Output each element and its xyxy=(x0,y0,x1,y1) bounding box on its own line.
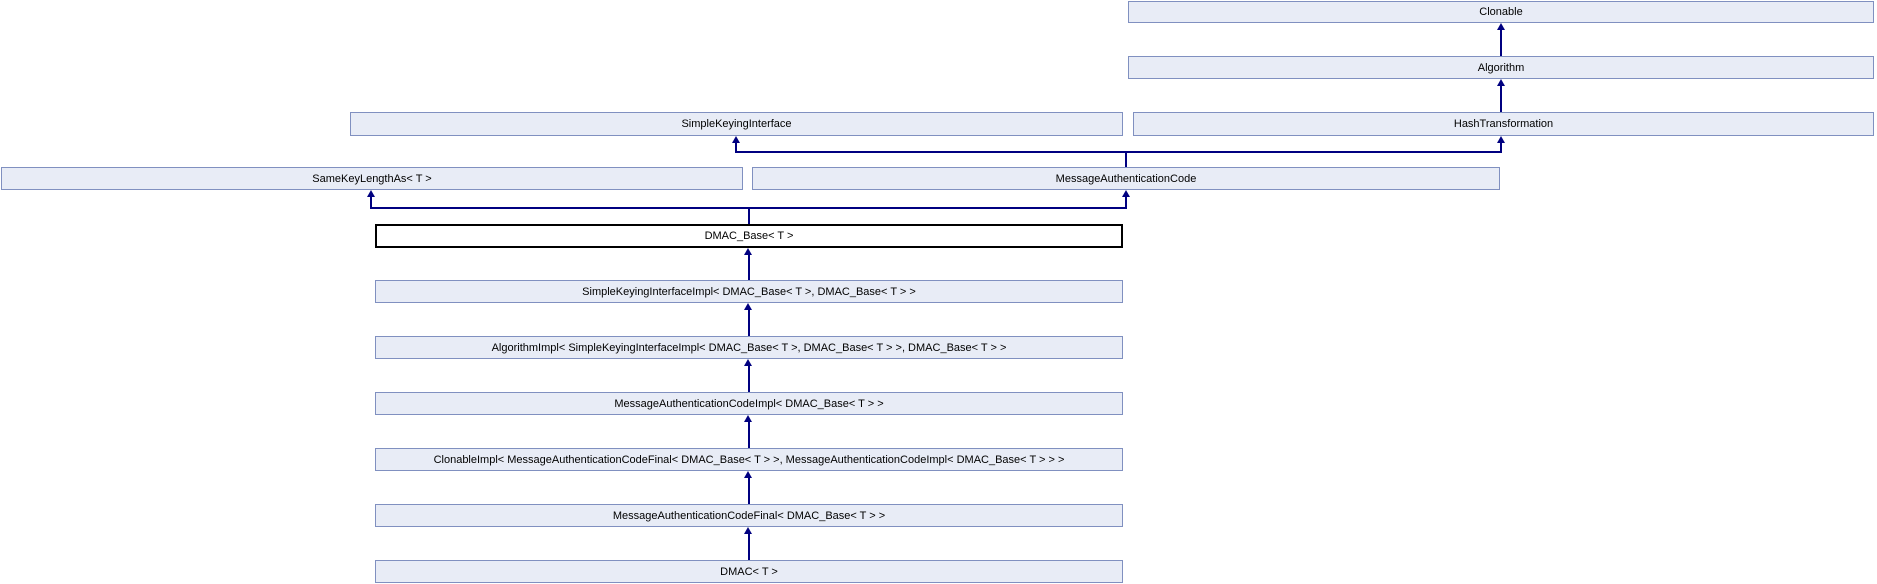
inheritance-arrowhead xyxy=(744,471,752,478)
edge-line xyxy=(748,421,750,448)
class-node-hash-transformation[interactable]: HashTransformation xyxy=(1133,112,1874,136)
edge-line xyxy=(1500,142,1502,153)
inheritance-arrowhead xyxy=(367,190,375,197)
class-node-simple-keying-interface[interactable]: SimpleKeyingInterface xyxy=(350,112,1123,136)
edge-line xyxy=(1500,29,1502,56)
inheritance-arrowhead xyxy=(744,415,752,422)
inheritance-arrowhead xyxy=(1497,79,1505,86)
edge-line xyxy=(1125,151,1127,167)
inheritance-arrowhead xyxy=(744,527,752,534)
class-node-algorithm[interactable]: Algorithm xyxy=(1128,56,1874,79)
class-node-simple-keying-interface-impl[interactable]: SimpleKeyingInterfaceImpl< DMAC_Base< T … xyxy=(375,280,1123,303)
class-node-message-authentication-code-impl[interactable]: MessageAuthenticationCodeImpl< DMAC_Base… xyxy=(375,392,1123,415)
edge-line xyxy=(748,309,750,336)
inheritance-arrowhead xyxy=(744,359,752,366)
edge-line xyxy=(748,533,750,560)
edge-line xyxy=(748,477,750,504)
inheritance-arrowhead xyxy=(1122,190,1130,197)
class-node-same-key-length-as[interactable]: SameKeyLengthAs< T > xyxy=(1,167,743,190)
class-node-dmac-base-current: DMAC_Base< T > xyxy=(375,224,1123,248)
class-node-clonable-impl[interactable]: ClonableImpl< MessageAuthenticationCodeF… xyxy=(375,448,1123,471)
edge-line xyxy=(748,207,750,224)
class-node-message-authentication-code[interactable]: MessageAuthenticationCode xyxy=(752,167,1500,190)
class-node-message-authentication-code-final[interactable]: MessageAuthenticationCodeFinal< DMAC_Bas… xyxy=(375,504,1123,527)
inheritance-arrowhead xyxy=(732,136,740,143)
class-node-clonable[interactable]: Clonable xyxy=(1128,1,1874,23)
edge-line xyxy=(735,142,737,153)
edge-line xyxy=(735,151,1502,153)
inheritance-arrowhead xyxy=(1497,136,1505,143)
class-node-algorithm-impl[interactable]: AlgorithmImpl< SimpleKeyingInterfaceImpl… xyxy=(375,336,1123,359)
inheritance-arrowhead xyxy=(744,303,752,310)
edge-line xyxy=(1125,196,1127,209)
inheritance-arrowhead xyxy=(744,248,752,255)
edge-line xyxy=(748,254,750,280)
edge-line xyxy=(748,365,750,392)
inheritance-arrowhead xyxy=(1497,23,1505,30)
class-node-dmac[interactable]: DMAC< T > xyxy=(375,560,1123,583)
edge-line xyxy=(1500,85,1502,112)
edge-line xyxy=(370,196,372,209)
